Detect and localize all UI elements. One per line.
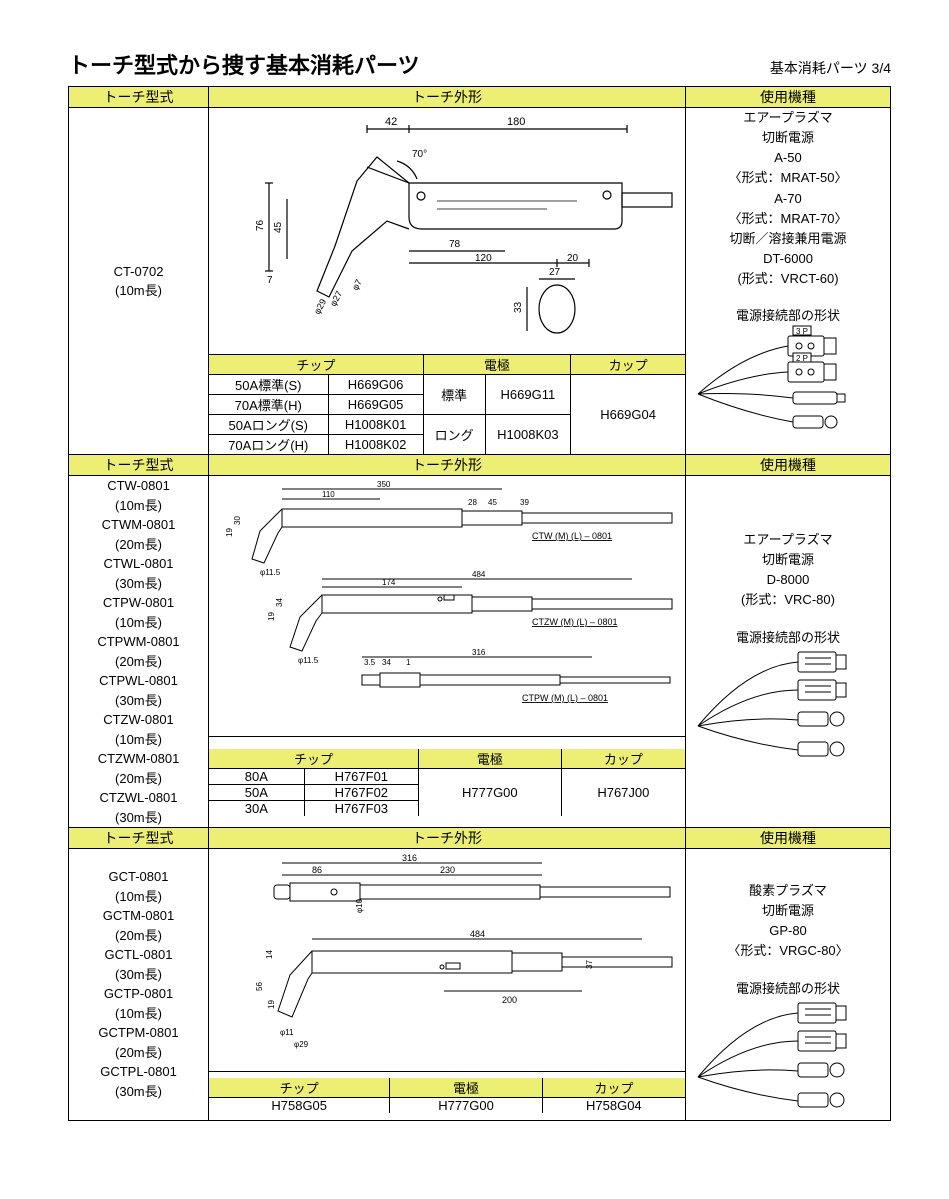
hdr-use: 使用機種 xyxy=(686,828,891,849)
svg-text:120: 120 xyxy=(475,253,492,264)
s1-parts-table: チップ 電極 カップ 50A標準(S)H669G06 標準H669G11 H66… xyxy=(209,355,686,455)
svg-text:45: 45 xyxy=(488,498,497,507)
svg-text:86: 86 xyxy=(312,865,322,875)
s2-connector-drawing xyxy=(693,646,883,766)
svg-text:350: 350 xyxy=(377,480,391,489)
s2-torch-drawing: 350 110 45 28 39 30 19 φ11.5 CTW (M) (L)… xyxy=(209,476,686,737)
svg-text:1: 1 xyxy=(406,658,411,667)
svg-text:78: 78 xyxy=(449,239,461,250)
svg-text:φ29: φ29 xyxy=(312,297,328,316)
s2-parts-table: チップ 電極 カップ 80AH767F01 H777G00 H767J00 50… xyxy=(209,737,686,828)
svg-text:45: 45 xyxy=(273,221,284,233)
svg-text:19: 19 xyxy=(267,1000,276,1009)
s1-torch-drawing: 42 180 70° xyxy=(209,108,686,355)
svg-text:39: 39 xyxy=(520,498,529,507)
svg-text:19: 19 xyxy=(225,527,234,536)
svg-text:φ27: φ27 xyxy=(328,289,344,308)
svg-text:200: 200 xyxy=(502,995,517,1005)
svg-text:φ29: φ29 xyxy=(294,1040,309,1049)
s3-connector-drawing xyxy=(693,997,883,1117)
svg-text:3.5: 3.5 xyxy=(364,658,376,667)
svg-text:φ11.5: φ11.5 xyxy=(298,656,319,665)
s1-connector-drawing: 3 P 2 P xyxy=(693,324,883,434)
svg-text:27: 27 xyxy=(549,267,561,278)
s3-parts-table: チップ 電極 カップ H758G05 H777G00 H758G04 xyxy=(209,1072,686,1121)
catalog-table: トーチ型式 トーチ外形 使用機種 CT-0702 (10m長) 42 180 xyxy=(68,86,891,1121)
svg-text:20: 20 xyxy=(567,253,579,264)
hdr-shape: トーチ外形 xyxy=(209,455,686,476)
svg-text:14: 14 xyxy=(265,950,274,959)
svg-text:CTW (M) (L) – 0801: CTW (M) (L) – 0801 xyxy=(532,531,612,541)
svg-text:28: 28 xyxy=(468,498,477,507)
svg-text:110: 110 xyxy=(322,490,335,499)
hdr-model: トーチ型式 xyxy=(69,87,209,108)
svg-text:484: 484 xyxy=(472,570,486,579)
hdr-model: トーチ型式 xyxy=(69,828,209,849)
svg-text:180: 180 xyxy=(507,116,525,128)
svg-text:56: 56 xyxy=(255,982,264,991)
hdr-use: 使用機種 xyxy=(686,87,891,108)
svg-text:3 P: 3 P xyxy=(796,327,808,336)
svg-text:19: 19 xyxy=(267,611,276,620)
s3-use: 酸素プラズマ 切断電源 GP-80 〈形式：VRGC-80〉 電源接続部の形状 xyxy=(686,849,891,1121)
svg-text:φ10: φ10 xyxy=(355,898,364,913)
svg-text:2 P: 2 P xyxy=(796,354,808,363)
page-number-label: 基本消耗パーツ 3/4 xyxy=(770,58,891,78)
hdr-model: トーチ型式 xyxy=(69,455,209,476)
svg-text:30: 30 xyxy=(233,515,242,524)
hdr-shape: トーチ外形 xyxy=(209,828,686,849)
hdr-shape: トーチ外形 xyxy=(209,87,686,108)
svg-text:230: 230 xyxy=(440,865,455,875)
svg-text:φ11.5: φ11.5 xyxy=(260,568,281,577)
s3-torch-drawing: 316 86 230 φ10 484 14 5 xyxy=(209,849,686,1072)
hdr-use: 使用機種 xyxy=(686,455,891,476)
s1-model: CT-0702 (10m長) xyxy=(69,108,209,455)
page-title: トーチ型式から捜す基本消耗パーツ xyxy=(68,48,420,80)
s2-use: エアープラズマ 切断電源 D-8000 (形式：VRC-80) 電源接続部の形状 xyxy=(686,476,891,828)
svg-text:37: 37 xyxy=(585,960,594,969)
svg-text:484: 484 xyxy=(470,929,485,939)
svg-text:φ7: φ7 xyxy=(350,278,364,292)
svg-text:76: 76 xyxy=(255,219,266,231)
svg-text:70°: 70° xyxy=(412,149,427,160)
svg-text:316: 316 xyxy=(402,853,417,863)
svg-text:CTPW (M) (L) – 0801: CTPW (M) (L) – 0801 xyxy=(522,693,608,703)
s1-use: エアープラズマ 切断電源 A-50 〈形式：MRAT-50〉 A-70 〈形式：… xyxy=(686,108,891,455)
svg-text:34: 34 xyxy=(382,658,391,667)
svg-text:42: 42 xyxy=(385,116,397,128)
svg-text:34: 34 xyxy=(275,597,284,606)
svg-text:7: 7 xyxy=(267,275,273,286)
svg-text:316: 316 xyxy=(472,648,486,657)
svg-text:φ11: φ11 xyxy=(280,1028,294,1037)
s2-model: CTW-0801(10m長) CTWM-0801(20m長) CTWL-0801… xyxy=(69,476,209,828)
s3-model: GCT-0801(10m長) GCTM-0801(20m長) GCTL-0801… xyxy=(69,849,209,1121)
svg-text:33: 33 xyxy=(513,301,524,313)
svg-text:CTZW (M) (L) – 0801: CTZW (M) (L) – 0801 xyxy=(532,617,618,627)
